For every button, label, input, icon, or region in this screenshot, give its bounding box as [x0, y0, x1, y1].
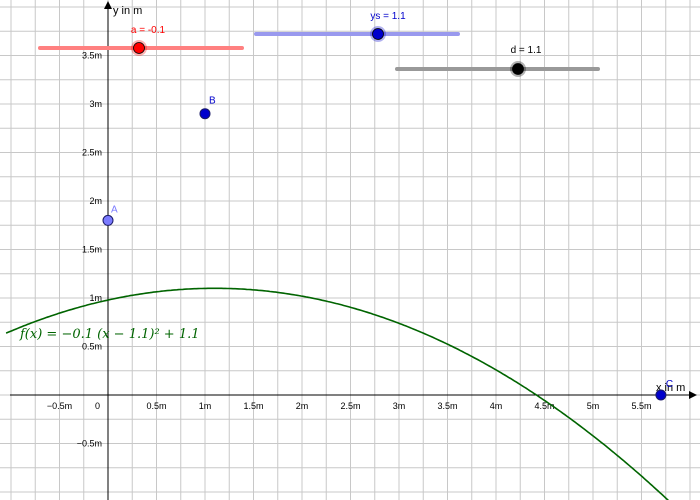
y-tick-label: 3.5m: [82, 51, 102, 61]
slider-ys[interactable]: ys = 1.1: [254, 11, 460, 42]
y-tick-label: 2.5m: [82, 148, 102, 158]
function-formula-label[interactable]: f(x) = −0.1 (x − 1.1)² + 1.1: [19, 327, 200, 342]
y-tick-label: −0.5m: [77, 439, 102, 449]
sliders: a = -0.1 ys = 1.1 d = 1.1: [38, 11, 600, 77]
point-a[interactable]: [102, 214, 114, 226]
tick-labels: −0.5m 0 0.5m 1m 1.5m 2m 2.5m 3m 3.5m 4m 4.5m 5m 5.5m…: [47, 51, 652, 449]
x-tick-label: 0.5m: [146, 401, 166, 411]
slider-ys-knob[interactable]: [372, 28, 384, 40]
x-tick-label: 2m: [296, 401, 309, 411]
y-axis-arrow: [104, 1, 112, 9]
x-tick-label: 2.5m: [340, 401, 360, 411]
slider-d-label: d = 1.1: [511, 45, 542, 56]
y-tick-label: 2m: [89, 196, 102, 206]
x-axis-arrow: [689, 391, 697, 399]
function-curve[interactable]: [5, 287, 675, 500]
y-axis-title: y in m: [113, 5, 142, 17]
x-tick-label: −0.5m: [47, 401, 72, 411]
x-tick-label: 0: [95, 401, 100, 411]
y-tick-label: 0.5m: [82, 342, 102, 352]
x-tick-label: 1.5m: [243, 401, 263, 411]
slider-d[interactable]: d = 1.1: [395, 45, 600, 77]
point-c[interactable]: [655, 389, 667, 401]
y-tick-label: 1.5m: [82, 245, 102, 255]
x-tick-label: 4m: [490, 401, 503, 411]
points: A B C: [102, 96, 673, 401]
slider-ys-label: ys = 1.1: [370, 11, 406, 22]
x-tick-label: 5m: [587, 401, 600, 411]
x-tick-label: 4.5m: [534, 401, 554, 411]
x-tick-label: 3m: [393, 401, 406, 411]
y-tick-label: 3m: [89, 99, 102, 109]
x-tick-label: 3.5m: [437, 401, 457, 411]
point-b-label: B: [209, 96, 216, 107]
point-a-label: A: [111, 204, 118, 215]
slider-a[interactable]: a = -0.1: [38, 25, 244, 56]
x-tick-label: 1m: [199, 401, 212, 411]
axes: x in m y in m: [10, 1, 697, 500]
slider-a-label: a = -0.1: [131, 25, 166, 36]
y-tick-label: 1m: [89, 293, 102, 303]
x-tick-label: 5.5m: [631, 401, 651, 411]
point-b[interactable]: [199, 108, 211, 120]
point-c-label: C: [666, 379, 673, 390]
slider-a-knob[interactable]: [133, 42, 145, 54]
slider-d-knob[interactable]: [512, 63, 524, 75]
